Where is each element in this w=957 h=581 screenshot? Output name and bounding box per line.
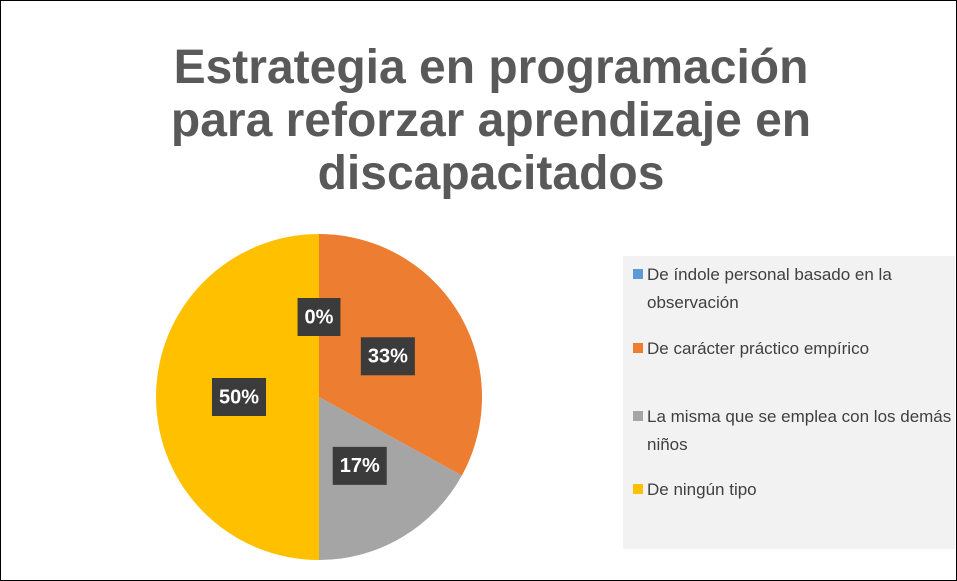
data-label: 0% bbox=[305, 306, 334, 328]
legend-label: La misma que se emplea con los demás niñ… bbox=[647, 407, 952, 454]
pie: 0% 33% 17% 50% bbox=[156, 234, 482, 560]
chart-title: Estrategia en programación para reforzar… bbox=[170, 41, 812, 200]
data-label: 17% bbox=[340, 455, 380, 477]
legend-swatch bbox=[633, 343, 643, 353]
legend-entry: De índole personal basado en la observac… bbox=[633, 261, 956, 317]
data-label-box bbox=[297, 298, 341, 336]
legend-entry: La misma que se emplea con los demás niñ… bbox=[633, 403, 956, 459]
data-label-box bbox=[211, 378, 267, 416]
legend-label: De índole personal basado en la observac… bbox=[647, 265, 892, 312]
legend-entry: De carácter práctico empírico bbox=[633, 335, 956, 363]
legend-swatch bbox=[633, 269, 643, 279]
legend-entry: De ningún tipo bbox=[633, 476, 956, 504]
data-label: 33% bbox=[368, 346, 408, 368]
legend-swatch bbox=[633, 411, 643, 421]
pie-slice bbox=[319, 397, 462, 560]
data-label-box bbox=[332, 446, 387, 485]
data-label-box bbox=[360, 337, 415, 376]
legend: De índole personal basado en la observac… bbox=[623, 256, 955, 549]
legend-label: De ningún tipo bbox=[647, 480, 757, 499]
legend-swatch bbox=[633, 484, 643, 494]
data-label: 50% bbox=[219, 386, 259, 408]
legend-label: De carácter práctico empírico bbox=[647, 339, 870, 358]
